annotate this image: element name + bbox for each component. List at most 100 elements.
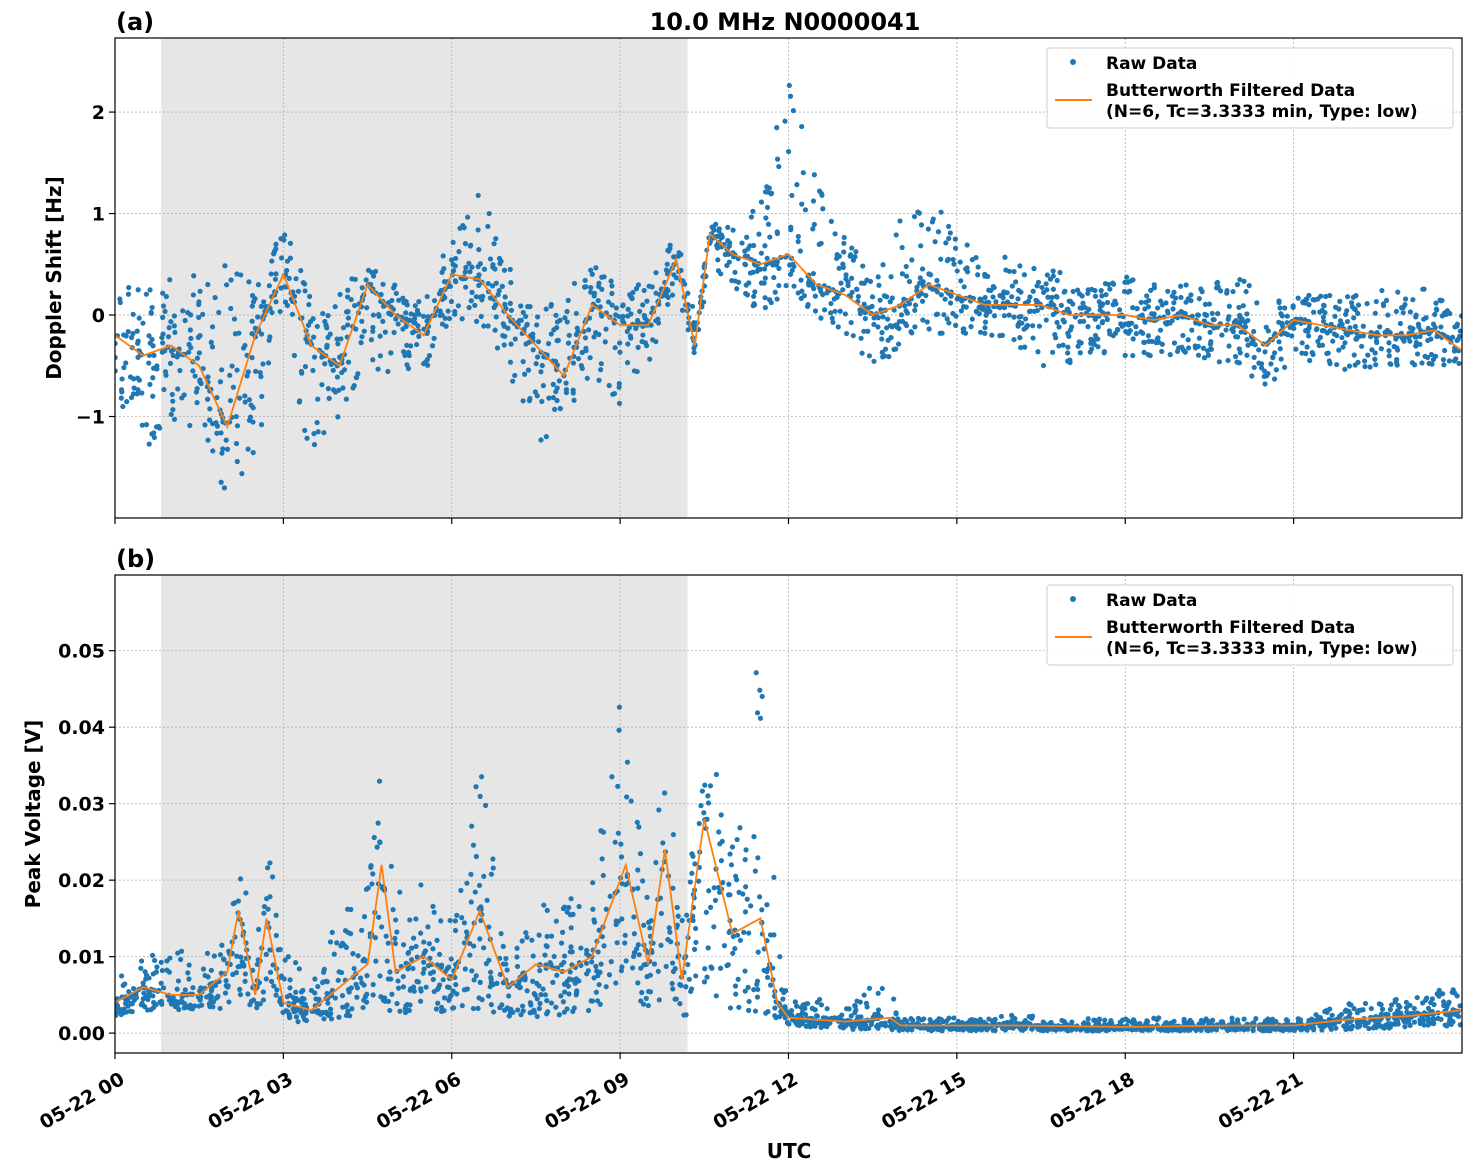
raw-data-point: [660, 840, 666, 846]
raw-data-point: [1410, 326, 1416, 332]
raw-data-point: [640, 302, 646, 308]
raw-data-point: [799, 123, 805, 130]
raw-data-point: [810, 1021, 816, 1028]
raw-data-point: [1244, 337, 1250, 343]
raw-data-point: [850, 333, 856, 339]
raw-data-point: [496, 287, 502, 294]
raw-data-point: [1133, 1021, 1139, 1027]
raw-data-point: [258, 422, 265, 428]
raw-data-point: [273, 299, 279, 305]
raw-data-point: [130, 330, 136, 337]
raw-data-point: [1346, 363, 1353, 369]
raw-data-point: [222, 990, 229, 996]
raw-data-point: [1385, 312, 1391, 318]
raw-data-point: [371, 834, 377, 841]
raw-data-point: [726, 892, 732, 898]
raw-data-point: [1407, 338, 1413, 344]
raw-data-point: [536, 983, 542, 989]
raw-data-point: [1026, 1013, 1032, 1020]
raw-data-point: [774, 156, 781, 162]
raw-data-point: [595, 998, 601, 1004]
raw-data-point: [705, 793, 711, 799]
raw-data-point: [551, 953, 557, 960]
raw-data-point: [1070, 288, 1076, 295]
raw-data-point: [456, 249, 462, 255]
raw-data-point: [1241, 1016, 1247, 1022]
raw-data-point: [1216, 359, 1222, 365]
raw-data-point: [462, 241, 469, 247]
raw-data-point: [1188, 292, 1194, 298]
raw-data-point: [225, 984, 231, 990]
raw-data-point: [812, 293, 818, 299]
raw-data-point: [447, 917, 453, 924]
raw-data-point: [158, 959, 164, 965]
raw-data-point: [331, 951, 337, 957]
raw-data-point: [786, 82, 792, 89]
raw-data-point: [473, 853, 479, 860]
raw-data-point: [997, 304, 1003, 311]
raw-data-point: [585, 1007, 592, 1014]
raw-data-point: [670, 831, 676, 838]
raw-data-point: [530, 978, 536, 984]
raw-data-point: [218, 430, 224, 436]
raw-data-point: [750, 269, 756, 275]
raw-data-point: [1039, 284, 1045, 291]
raw-data-point: [1052, 332, 1058, 338]
raw-data-point: [1347, 1011, 1353, 1017]
raw-data-point: [405, 949, 412, 956]
raw-data-point: [1196, 335, 1202, 341]
raw-data-point: [295, 1019, 301, 1025]
raw-data-point: [237, 876, 244, 882]
raw-data-point: [206, 417, 213, 423]
raw-data-point: [1300, 1026, 1306, 1032]
raw-data-point: [665, 294, 671, 301]
raw-data-point: [260, 361, 266, 367]
raw-data-point: [1236, 360, 1242, 366]
raw-data-point: [368, 337, 375, 343]
raw-data-point: [194, 355, 201, 361]
raw-data-point: [261, 903, 268, 910]
raw-data-point: [911, 213, 918, 220]
raw-data-point: [835, 324, 841, 330]
raw-data-point: [234, 367, 240, 373]
raw-data-point: [1450, 1019, 1456, 1025]
raw-data-point: [325, 1000, 331, 1006]
raw-data-point: [196, 350, 202, 356]
raw-data-point: [683, 984, 689, 990]
raw-data-point: [599, 274, 605, 280]
raw-data-point: [1133, 324, 1139, 330]
x-axis-label: UTC: [767, 1139, 812, 1163]
raw-data-point: [334, 940, 340, 946]
raw-data-point: [1383, 297, 1390, 304]
raw-data-point: [1195, 312, 1201, 318]
raw-data-point: [415, 323, 421, 329]
raw-data-point: [711, 885, 717, 891]
raw-data-point: [759, 907, 765, 913]
raw-data-point: [307, 293, 313, 300]
raw-data-point: [484, 897, 490, 903]
raw-data-point: [704, 974, 710, 980]
raw-data-point: [1238, 329, 1244, 335]
raw-data-point: [282, 299, 289, 305]
raw-data-point: [1378, 346, 1384, 352]
raw-data-point: [653, 859, 659, 866]
raw-data-point: [1373, 362, 1379, 368]
raw-data-point: [1364, 301, 1370, 307]
raw-data-point: [886, 354, 892, 360]
raw-data-point: [485, 323, 491, 329]
raw-data-point: [810, 226, 816, 232]
raw-data-point: [843, 1006, 850, 1012]
raw-data-point: [982, 319, 989, 325]
raw-data-point: [849, 245, 855, 251]
raw-data-point: [609, 283, 615, 289]
raw-data-point: [530, 347, 536, 353]
raw-data-point: [1198, 1017, 1204, 1024]
raw-data-point: [765, 1009, 771, 1015]
raw-data-point: [423, 984, 429, 990]
raw-data-point: [758, 250, 765, 256]
raw-data-point: [1251, 328, 1257, 335]
legend-raw-marker: [1070, 596, 1076, 602]
raw-data-point: [449, 257, 455, 263]
raw-data-point: [897, 218, 903, 224]
